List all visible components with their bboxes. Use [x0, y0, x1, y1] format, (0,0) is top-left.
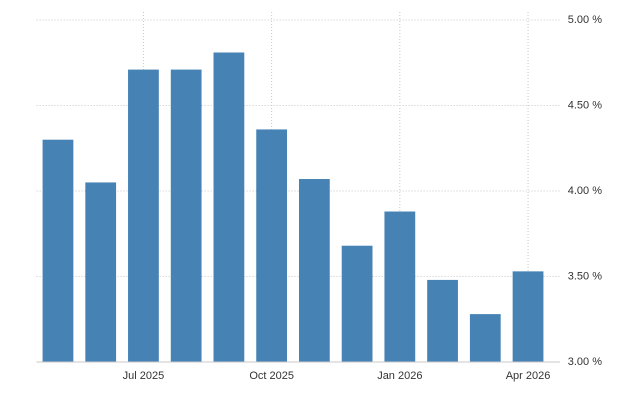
bar	[341, 245, 373, 362]
bar	[213, 52, 245, 363]
bar	[85, 182, 117, 362]
bar	[469, 314, 501, 362]
x-tick-label: Oct 2025	[249, 370, 294, 382]
y-tick-label: 4.00 %	[568, 185, 602, 197]
y-tick-label: 4.50 %	[568, 99, 602, 111]
bar	[128, 69, 159, 362]
bar	[298, 179, 330, 362]
y-tick-label: 3.50 %	[568, 270, 602, 282]
x-tick-label: Jan 2026	[377, 370, 422, 382]
bar	[427, 279, 458, 362]
bar	[256, 129, 288, 362]
bar	[384, 211, 416, 362]
bar	[512, 271, 544, 362]
x-tick-label: Jul 2025	[123, 370, 165, 382]
bar	[42, 139, 74, 362]
y-tick-label: 3.00 %	[568, 356, 602, 368]
y-tick-label: 5.00 %	[568, 14, 602, 26]
bar	[170, 69, 202, 362]
x-tick-label: Apr 2026	[506, 370, 551, 382]
